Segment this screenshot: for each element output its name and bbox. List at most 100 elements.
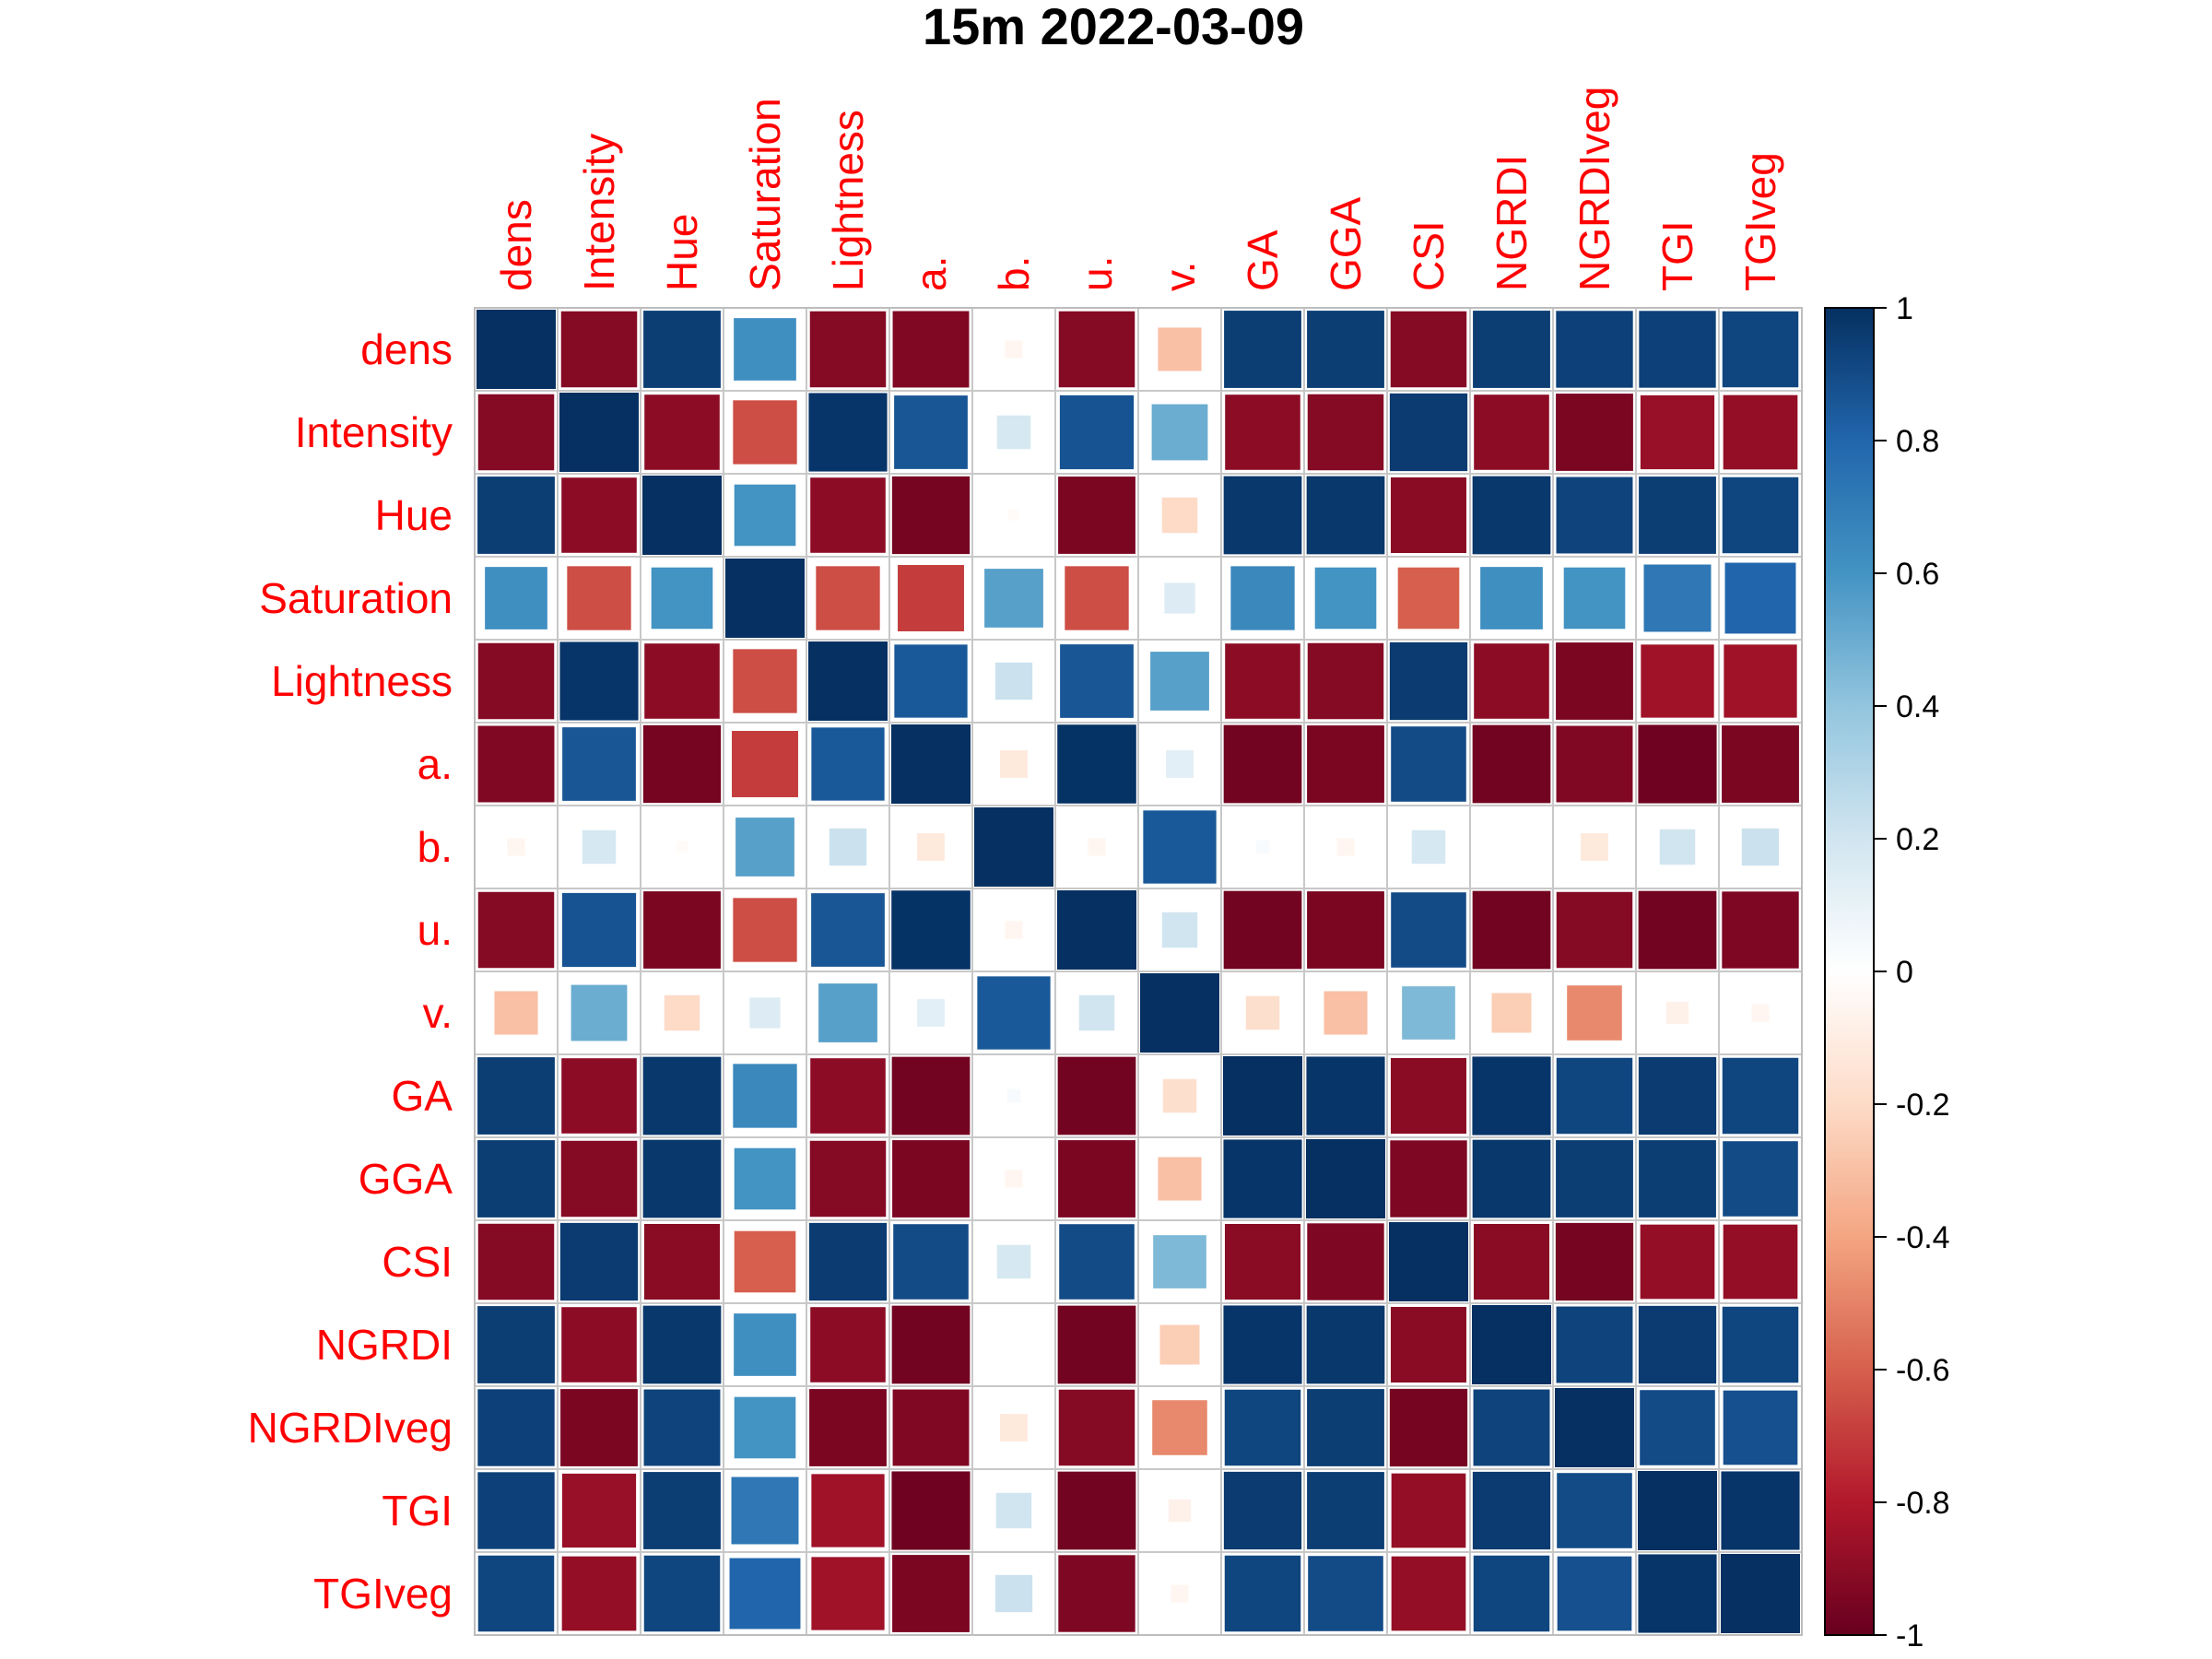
- correlation-square-Intensity-Intensity: [559, 393, 639, 472]
- correlation-square-CSI-Saturation: [734, 1230, 796, 1293]
- column-label: Hue: [658, 214, 706, 291]
- correlation-square-Saturation-NGRDI: [1480, 567, 1543, 629]
- correlation-square-v.-b.: [977, 976, 1051, 1050]
- correlation-square-u.-dens: [477, 891, 555, 969]
- correlation-square-CSI-TGIveg: [1723, 1224, 1798, 1300]
- correlation-square-u.-TGI: [1638, 890, 1717, 970]
- colorbar-tick-label: -1: [1896, 1618, 1924, 1653]
- correlation-square-v.-Hue: [664, 994, 700, 1031]
- correlation-square-Intensity-CSI: [1389, 393, 1468, 472]
- correlation-square-NGRDIveg-GGA: [1307, 1389, 1384, 1466]
- correlation-square-NGRDI-GA: [1223, 1305, 1302, 1384]
- correlation-square-CSI-Hue: [643, 1223, 721, 1300]
- correlation-square-GGA-CSI: [1390, 1140, 1467, 1218]
- correlation-square-TGIveg-Intensity: [561, 1556, 637, 1631]
- grid-border: [474, 307, 1803, 1636]
- correlation-square-NGRDI-Saturation: [734, 1313, 796, 1376]
- correlation-square-TGI-dens: [477, 1472, 555, 1549]
- correlation-square-b.-TGIveg: [1741, 828, 1780, 866]
- column-label: GGA: [1322, 196, 1370, 291]
- correlation-square-TGI-NGRDIveg: [1557, 1473, 1632, 1548]
- correlation-square-u.-b.: [1005, 921, 1023, 939]
- correlation-square-NGRDI-Lightness: [810, 1307, 886, 1382]
- correlation-square-dens-GGA: [1307, 311, 1384, 388]
- column-labels: dens Intensity Hue Saturation Lightness a. b. u…: [492, 87, 1784, 291]
- correlation-square-GA-TGI: [1638, 1056, 1717, 1135]
- colorbar-tick-label: 1: [1896, 291, 1913, 326]
- column-label: dens: [492, 199, 540, 291]
- row-label: dens: [360, 325, 453, 373]
- column-label: a.: [907, 256, 955, 291]
- row-label: a.: [418, 740, 453, 788]
- correlation-square-b.-NGRDIveg: [1581, 833, 1608, 861]
- correlation-square-Hue-NGRDI: [1472, 476, 1551, 555]
- correlation-square-Intensity-a.: [894, 395, 968, 469]
- correlation-square-dens-dens: [477, 310, 556, 389]
- correlation-square-Hue-b.: [1007, 509, 1020, 522]
- correlation-square-a.-NGRDIveg: [1556, 725, 1633, 803]
- correlation-square-GGA-v.: [1158, 1157, 1202, 1201]
- correlation-square-a.-Lightness: [811, 727, 885, 801]
- row-label: NGRDI: [316, 1321, 453, 1369]
- correlation-square-GGA-GA: [1223, 1139, 1302, 1218]
- correlation-square-Intensity-Lightness: [808, 393, 888, 472]
- correlation-square-GA-v.: [1162, 1078, 1197, 1113]
- correlation-square-dens-TGIveg: [1722, 311, 1799, 388]
- correlation-square-NGRDIveg-GA: [1224, 1389, 1301, 1466]
- correlation-square-NGRDIveg-u.: [1058, 1389, 1135, 1466]
- correlation-square-b.-Lightness: [829, 828, 867, 866]
- correlation-square-v.-dens: [494, 991, 538, 1035]
- correlation-square-NGRDIveg-dens: [477, 1389, 555, 1466]
- correlation-square-a.-NGRDI: [1472, 724, 1551, 804]
- correlation-square-Saturation-TGIveg: [1724, 562, 1796, 634]
- correlation-square-TGI-Saturation: [731, 1477, 799, 1545]
- colorbar-tick-label: 0.4: [1896, 689, 1939, 724]
- correlation-square-b.-GGA: [1336, 838, 1355, 856]
- correlation-square-Saturation-Lightness: [816, 566, 880, 630]
- correlation-square-dens-TGI: [1639, 311, 1716, 388]
- correlation-square-dens-Lightness: [809, 311, 887, 388]
- correlation-square-GGA-Saturation: [734, 1147, 796, 1210]
- correlation-square-Intensity-dens: [477, 394, 555, 471]
- correlation-square-v.-Saturation: [749, 997, 781, 1029]
- correlation-square-TGIveg-NGRDIveg: [1557, 1556, 1632, 1631]
- correlation-square-TGI-Hue: [643, 1472, 721, 1549]
- column-label: u.: [1073, 256, 1121, 291]
- correlation-square-b.-b.: [974, 807, 1053, 887]
- correlation-square-dens-NGRDI: [1473, 311, 1550, 388]
- correlation-square-a.-Intensity: [562, 727, 636, 801]
- correlation-square-dens-a.: [892, 311, 970, 388]
- correlation-square-b.-v.: [1143, 810, 1217, 884]
- correlation-square-GGA-TGI: [1639, 1140, 1716, 1218]
- heatmap-cells: [474, 307, 1803, 1636]
- correlation-square-Hue-CSI: [1390, 477, 1467, 554]
- correlation-square-a.-GGA: [1307, 725, 1384, 803]
- correlation-square-NGRDI-TGIveg: [1722, 1306, 1799, 1383]
- column-label: CSI: [1405, 220, 1453, 291]
- correlation-square-TGIveg-GGA: [1308, 1556, 1383, 1631]
- correlation-square-Lightness-a.: [894, 644, 968, 718]
- correlation-square-Intensity-b.: [996, 415, 1031, 450]
- correlation-square-Saturation-Intensity: [567, 566, 631, 630]
- column-label: NGRDI: [1488, 155, 1535, 291]
- correlation-square-b.-Intensity: [582, 830, 617, 865]
- cell-bg-Hue-b.: [971, 473, 1056, 558]
- correlation-square-TGIveg-a.: [892, 1555, 970, 1632]
- row-labels: dens Intensity Hue Saturation Lightness a. b. u…: [248, 325, 453, 1618]
- correlation-square-GGA-Hue: [642, 1139, 722, 1218]
- correlation-square-dens-Hue: [643, 311, 721, 388]
- correlation-square-GA-Hue: [642, 1056, 722, 1135]
- column-label: Intensity: [575, 134, 623, 291]
- row-label: Saturation: [259, 574, 453, 622]
- row-label: TGIveg: [313, 1570, 453, 1618]
- correlation-square-TGIveg-Lightness: [811, 1557, 885, 1630]
- correlation-square-TGI-NGRDI: [1472, 1471, 1551, 1550]
- colorbar-tick-label: 0: [1896, 955, 1913, 990]
- correlation-square-TGIveg-v.: [1171, 1584, 1189, 1603]
- colorbar-tick-label: 0.8: [1896, 424, 1939, 459]
- correlation-square-TGI-Intensity: [561, 1473, 637, 1548]
- correlation-square-Lightness-GGA: [1307, 642, 1384, 720]
- correlation-square-b.-CSI: [1411, 830, 1446, 865]
- correlation-square-Hue-v.: [1161, 497, 1198, 534]
